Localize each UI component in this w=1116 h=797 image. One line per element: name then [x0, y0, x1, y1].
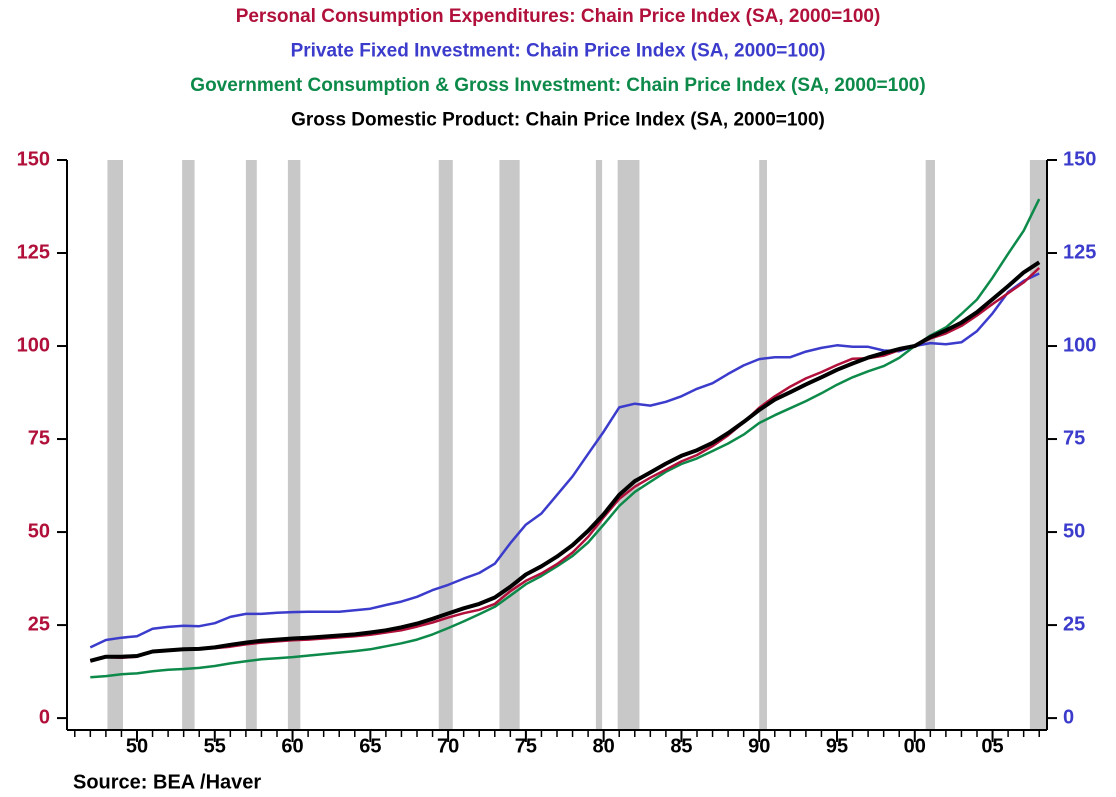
y-tick-label: 0 [39, 706, 50, 728]
x-tick-label: 05 [981, 735, 1003, 757]
x-tick-label: 95 [826, 735, 848, 757]
series-line [89, 272, 1040, 649]
y2-tick-label: 100 [1063, 334, 1096, 356]
recession-band [595, 160, 603, 730]
source-note: Source: BEA /Haver [73, 771, 261, 793]
x-tick-label: 80 [593, 735, 615, 757]
recession-band [245, 160, 257, 730]
x-tick-label: 70 [437, 735, 459, 757]
y-tick-label: 125 [17, 241, 50, 263]
x-tick-label: 55 [204, 735, 226, 757]
y-tick-label: 50 [28, 520, 50, 542]
recession-band [499, 160, 520, 730]
y2-tick-label: 125 [1063, 241, 1096, 263]
y2-tick-label: 0 [1063, 706, 1074, 728]
recession-band [617, 160, 640, 730]
x-tick-label: 85 [670, 735, 692, 757]
y2-tick-label: 75 [1063, 427, 1085, 449]
y2-tick-label: 50 [1063, 520, 1085, 542]
x-tick-label: 90 [748, 735, 770, 757]
recession-band [759, 160, 767, 730]
chart-title: Personal Consumption Expenditures: Chain… [236, 6, 881, 27]
recession-band [925, 160, 935, 730]
series-line [89, 260, 1041, 663]
y-tick-label: 100 [17, 334, 50, 356]
x-tick-label: 00 [904, 735, 926, 757]
series-line [90, 198, 1041, 679]
y2-tick-label: 25 [1063, 613, 1085, 635]
recession-band [1029, 160, 1047, 730]
recession-band [287, 160, 301, 730]
x-tick-label: 65 [359, 735, 381, 757]
y2-tick-label: 150 [1063, 148, 1096, 170]
recession-band [107, 160, 123, 730]
recession-band [182, 160, 195, 730]
recession-band [438, 160, 453, 730]
y-tick-label: 150 [17, 148, 50, 170]
chart-title: Private Fixed Investment: Chain Price In… [291, 41, 826, 62]
x-tick-label: 75 [515, 735, 537, 757]
y-tick-label: 25 [28, 613, 50, 635]
chart-title: Gross Domestic Product: Chain Price Inde… [291, 110, 825, 131]
series-line [89, 266, 1041, 663]
x-tick-label: 60 [281, 735, 303, 757]
x-tick-label: 50 [126, 735, 148, 757]
y-tick-label: 75 [28, 427, 50, 449]
chart-title: Government Consumption & Gross Investmen… [190, 75, 925, 96]
